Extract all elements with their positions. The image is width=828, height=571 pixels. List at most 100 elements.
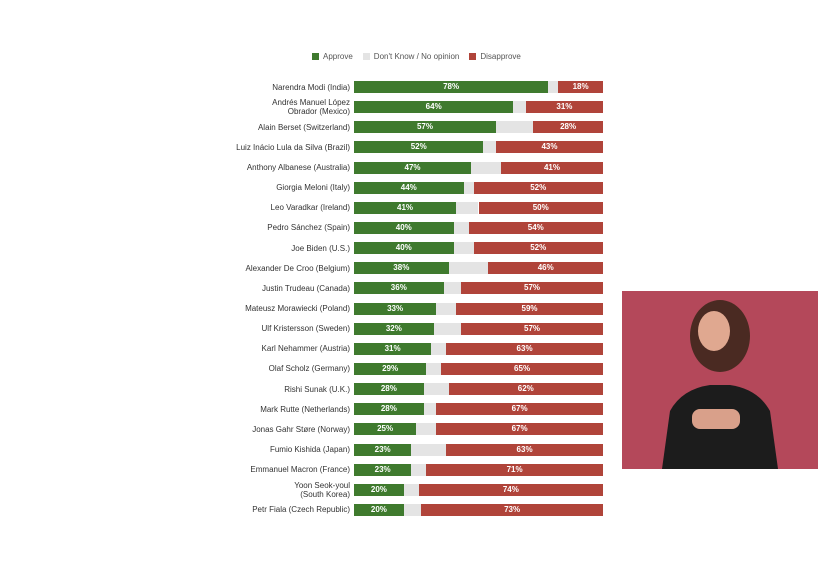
legend-item: Approve [312, 52, 353, 61]
data-label: 52% [410, 142, 427, 152]
bar-segment [495, 141, 603, 154]
bar-segment [426, 362, 442, 375]
data-label: 29% [382, 363, 399, 373]
bar-segment [488, 262, 603, 275]
bar-segment [354, 302, 437, 315]
data-label: 25% [377, 424, 394, 434]
bar-segment [423, 383, 449, 396]
bar-segment [354, 242, 454, 255]
category-label: Mateusz Morawiecki (Poland) [245, 304, 350, 314]
bar-segment [403, 483, 419, 496]
data-label: 20% [370, 504, 387, 514]
data-label: 54% [527, 222, 544, 232]
category-label: Olaf Scholz (Germany) [268, 364, 350, 374]
data-label: 63% [516, 343, 533, 353]
category-label: Pedro Sánchez (Spain) [267, 223, 350, 233]
data-label: 33% [387, 303, 404, 313]
bar-segment [446, 443, 603, 456]
legend-swatch [312, 53, 319, 60]
category-label: Joe Biden (U.S.) [291, 243, 350, 253]
data-label: 74% [502, 484, 519, 494]
category-label: Fumio Kishida (Japan) [269, 445, 350, 455]
data-label: 73% [504, 504, 521, 514]
data-label: 50% [532, 202, 549, 212]
bar-segment [354, 161, 472, 174]
bar-segment [354, 121, 496, 134]
interpreter-hands [692, 409, 740, 429]
data-label: 63% [516, 444, 533, 454]
bar-segment [448, 383, 603, 396]
bar-segment [423, 403, 437, 416]
bar-segment [354, 282, 444, 295]
bar-segment [461, 322, 603, 335]
bar-segment [500, 161, 603, 174]
data-label: 28% [380, 384, 397, 394]
bar-segment [354, 141, 484, 154]
data-label: 40% [395, 243, 412, 253]
bar-segment [354, 483, 404, 496]
bar-segment [456, 201, 479, 214]
bar-segment [463, 181, 474, 194]
data-label: 38% [393, 263, 410, 273]
data-label: 57% [524, 283, 541, 293]
bar-segment [471, 161, 501, 174]
bar-segment [448, 262, 489, 275]
data-label: 41% [543, 162, 560, 172]
bar-segment [456, 302, 603, 315]
category-label: Narendra Modi (India) [272, 82, 350, 92]
bar-segment [431, 342, 447, 355]
category-label: Andrés Manuel López Obrador (Mexico) [272, 98, 350, 117]
data-label: 57% [524, 323, 541, 333]
legend-label: Approve [323, 52, 353, 61]
data-label: 31% [556, 102, 573, 112]
category-label: Alexander De Croo (Belgium) [245, 263, 351, 273]
bar-segment [354, 362, 427, 375]
data-label: 64% [425, 102, 442, 112]
data-label: 28% [380, 404, 397, 414]
bar-segment [354, 181, 464, 194]
interpreter-video [622, 291, 818, 469]
bar-segment [354, 383, 424, 396]
data-label: 78% [443, 82, 460, 91]
bar-segment [418, 483, 603, 496]
bar-segment [453, 242, 474, 255]
data-label: 65% [514, 363, 531, 373]
bar-segment [403, 503, 422, 516]
bar-segment [468, 221, 603, 234]
data-label: 18% [572, 82, 589, 91]
bar-segment [354, 262, 449, 275]
bar-segment [558, 81, 603, 93]
bar-segment [354, 443, 412, 456]
data-label: 52% [530, 182, 547, 192]
bar-segment [533, 121, 603, 134]
category-label: Giorgia Meloni (Italy) [276, 183, 350, 193]
bar-segment [473, 242, 603, 255]
bar-segment [354, 101, 514, 114]
bar-segment [436, 423, 603, 436]
bar-segment [548, 81, 559, 93]
bar-segment [453, 221, 469, 234]
legend-item: Don't Know / No opinion [362, 52, 459, 61]
bar-segment [354, 403, 424, 416]
category-label: Justin Trudeau (Canada) [261, 283, 350, 293]
bar-segment [436, 302, 457, 315]
bar-segment [513, 101, 526, 114]
bar-segment [436, 403, 603, 416]
bar-segment [525, 101, 603, 114]
data-label: 32% [385, 323, 402, 333]
bar-segment [354, 503, 404, 516]
legend-swatch [469, 53, 477, 60]
category-label: Jonas Gahr Støre (Norway) [252, 424, 350, 434]
bar-segment [416, 423, 437, 436]
data-label: 28% [560, 122, 577, 132]
bar-segment [441, 362, 603, 375]
category-label: Alain Berset (Switzerland) [257, 122, 350, 132]
bar-segment [354, 81, 549, 93]
category-label: Yoon Seok-youl (South Korea) [294, 480, 350, 499]
data-label: 67% [511, 404, 528, 414]
category-label: Petr Fiala (Czech Republic) [252, 505, 350, 515]
bar-segment [411, 443, 447, 456]
category-label: Mark Rutte (Netherlands) [260, 404, 350, 414]
